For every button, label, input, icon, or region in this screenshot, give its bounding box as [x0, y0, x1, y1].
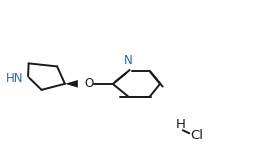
Text: Cl: Cl — [191, 129, 204, 142]
Text: H: H — [175, 118, 185, 131]
Text: O: O — [84, 77, 94, 90]
Polygon shape — [65, 80, 78, 88]
Text: N: N — [124, 54, 133, 67]
Text: HN: HN — [6, 72, 24, 85]
